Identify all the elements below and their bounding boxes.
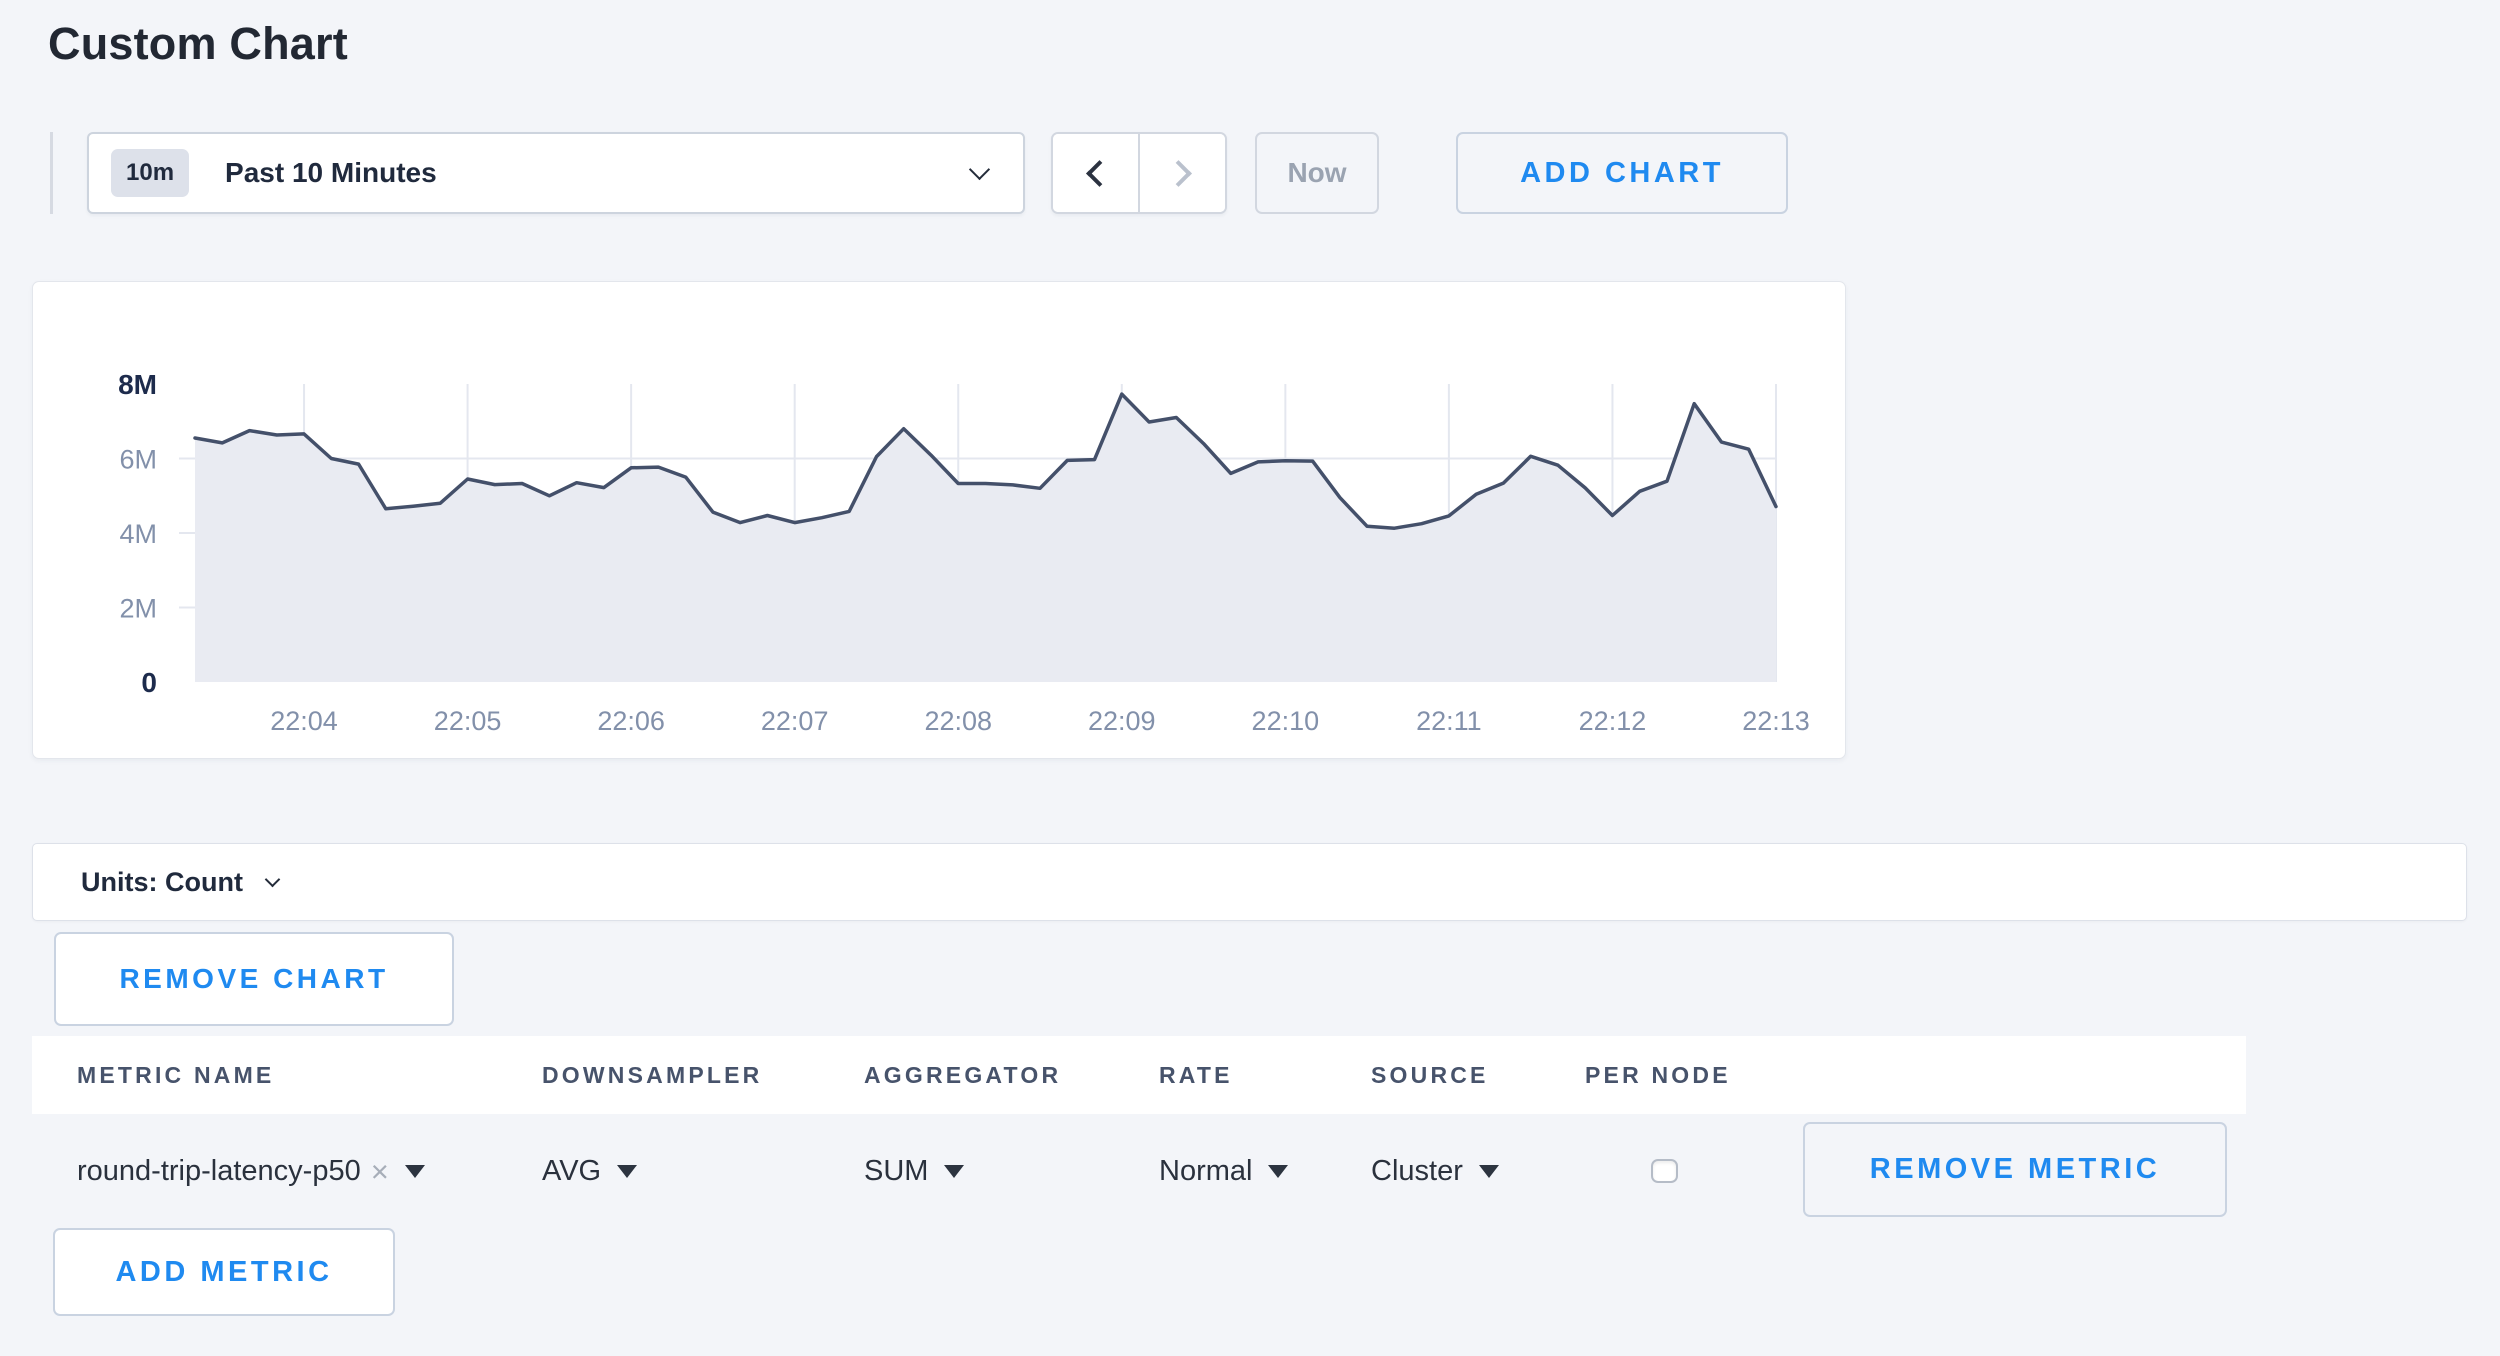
downsampler-value: AVG [542, 1154, 602, 1187]
metric-row: round-trip-latency-p50 × AVG SUM Normal … [32, 1114, 2246, 1228]
time-window-badge: 10m [111, 149, 190, 197]
time-window-label: Past 10 Minutes [225, 157, 437, 188]
time-series-chart[interactable]: 8M 6M 4M 2M 0 22:04 22:05 22:06 22:07 22:08 22:09 2… [33, 282, 1847, 760]
rate-dropdown[interactable]: Normal [1159, 1155, 1371, 1188]
time-range-select[interactable]: 10m Past 10 Minutes [87, 132, 1025, 214]
svg-text:0: 0 [141, 667, 157, 698]
remove-chart-button[interactable]: REMOVE CHART [54, 932, 454, 1026]
aggregator-dropdown[interactable]: SUM [864, 1155, 1159, 1188]
column-header-per-node: PER NODE [1585, 1061, 1731, 1088]
now-button[interactable]: Now [1255, 132, 1379, 214]
caret-down-icon [1268, 1164, 1289, 1178]
chevron-down-icon [968, 158, 991, 180]
chevron-right-icon [1165, 159, 1192, 187]
metric-name-value: round-trip-latency-p50 [77, 1154, 361, 1187]
units-label: Units: Count [81, 866, 243, 897]
svg-text:22:05: 22:05 [434, 706, 502, 736]
next-time-button[interactable] [1138, 134, 1225, 212]
caret-down-icon [1478, 1164, 1499, 1178]
caret-down-icon [617, 1164, 638, 1178]
chart-card: 8M 6M 4M 2M 0 22:04 22:05 22:06 22:07 22:08 22:09 2… [32, 281, 1846, 759]
metrics-table-header: METRIC NAME DOWNSAMPLER AGGREGATOR RATE … [32, 1036, 2246, 1114]
caret-down-icon [944, 1164, 965, 1178]
svg-text:22:10: 22:10 [1252, 706, 1320, 736]
svg-text:22:06: 22:06 [597, 706, 665, 736]
add-chart-button[interactable]: ADD CHART [1456, 132, 1788, 214]
prev-time-button[interactable] [1053, 134, 1138, 212]
add-metric-button[interactable]: ADD METRIC [53, 1228, 395, 1316]
per-node-cell [1585, 1159, 2246, 1183]
units-select[interactable]: Units: Count [32, 843, 2467, 921]
svg-text:22:09: 22:09 [1088, 706, 1156, 736]
page-title: Custom Chart [48, 18, 348, 69]
column-header-rate: RATE [1159, 1061, 1233, 1088]
remove-metric-button[interactable]: REMOVE METRIC [1803, 1122, 2227, 1217]
svg-text:4M: 4M [119, 519, 157, 549]
svg-text:22:13: 22:13 [1742, 706, 1810, 736]
svg-text:22:11: 22:11 [1416, 706, 1482, 736]
per-node-checkbox[interactable] [1651, 1159, 1678, 1183]
column-header-metric-name: METRIC NAME [77, 1061, 275, 1088]
svg-text:8M: 8M [118, 369, 157, 400]
svg-text:22:07: 22:07 [761, 706, 829, 736]
svg-text:2M: 2M [119, 594, 157, 624]
svg-text:22:12: 22:12 [1579, 706, 1647, 736]
aggregator-value: SUM [864, 1154, 929, 1187]
caret-down-icon [404, 1164, 425, 1178]
rate-value: Normal [1159, 1154, 1253, 1187]
time-step-button-group [1051, 132, 1227, 214]
chevron-down-icon [264, 871, 281, 888]
metric-name-dropdown[interactable]: round-trip-latency-p50 × [77, 1155, 542, 1188]
controls-left-rule [50, 132, 53, 214]
column-header-downsampler: DOWNSAMPLER [542, 1061, 763, 1088]
column-header-source: SOURCE [1371, 1061, 1489, 1088]
time-controls-row: 10m Past 10 Minutes Now ADD CHART [50, 132, 1788, 214]
chevron-left-icon [1086, 159, 1113, 187]
svg-text:6M: 6M [119, 445, 157, 475]
close-icon[interactable]: × [370, 1153, 389, 1189]
column-header-aggregator: AGGREGATOR [864, 1061, 1062, 1088]
downsampler-dropdown[interactable]: AVG [542, 1155, 864, 1188]
source-dropdown[interactable]: Cluster [1371, 1155, 1585, 1188]
source-value: Cluster [1371, 1154, 1463, 1187]
svg-text:22:04: 22:04 [270, 706, 338, 736]
svg-text:22:08: 22:08 [924, 706, 992, 736]
